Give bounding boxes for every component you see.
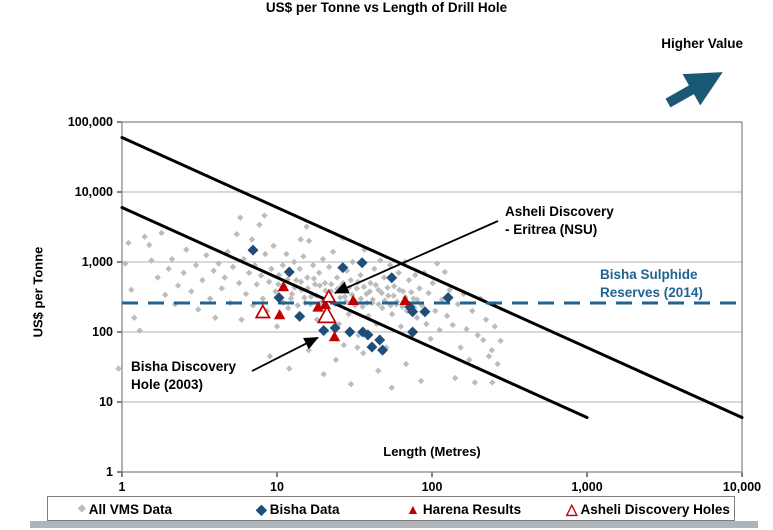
y-tick-label: 100 — [92, 325, 113, 339]
y-tick-label: 100,000 — [68, 115, 113, 129]
chart-title: US$ per Tonne vs Length of Drill Hole — [265, 0, 508, 15]
y-tick-label: 1 — [106, 465, 113, 479]
x-axis-title: Length (Metres) — [383, 444, 481, 459]
x-tick-label: 1,000 — [571, 480, 602, 494]
legend-item-bisha-data: ◆ Bisha Data — [256, 499, 340, 519]
x-tick-label: 100 — [422, 480, 443, 494]
annotation-reserves-line1: Bisha Sulphide — [600, 267, 698, 282]
annotation-reserves-line2: Reserves (2014) — [600, 285, 703, 301]
higher-value-arrow-icon — [665, 72, 723, 108]
open-triangle-icon: △ — [566, 500, 578, 518]
legend-item-all-vms-data: ◆ All VMS Data — [78, 499, 172, 519]
gray-diamond-icon: ◆ — [78, 503, 86, 514]
red-triangle-icon: ▲ — [406, 501, 420, 517]
legend-label: Asheli Discovery Holes — [580, 501, 730, 517]
annotation-asheli-line1: Asheli Discovery — [505, 204, 614, 219]
annotation-asheli-line2: - Eritrea (NSU) — [505, 222, 598, 238]
y-tick-label: 10 — [99, 395, 113, 409]
series-highlight-markers — [247, 244, 454, 356]
legend-item-harena-results: ▲ Harena Results — [406, 499, 521, 519]
annotation-bisha-line2: Hole (2003) — [131, 377, 204, 393]
y-tick-label: 10,000 — [75, 185, 113, 199]
annotation-bisha-line1: Bisha Discovery — [131, 359, 237, 374]
legend-item-asheli-discovery-holes: △ Asheli Discovery Holes — [566, 499, 730, 519]
plot-border — [117, 121, 743, 477]
legend-label: Bisha Data — [269, 501, 340, 517]
higher-value-label: Higher Value — [661, 36, 743, 51]
x-tick-label: 10 — [270, 480, 284, 494]
annotation-arrows — [251, 220, 499, 372]
trend-lines — [120, 136, 744, 420]
series-all-vms-data — [115, 212, 504, 391]
y-axis-title: US$ per Tonne — [30, 246, 46, 338]
annotation-asheli-discovery: Asheli Discovery - Eritrea (NSU) — [505, 203, 614, 239]
annotation-bisha-discovery-hole: Bisha Discovery Hole (2003) — [131, 358, 236, 394]
axis-tick-labels: 1 10 100 1,000 10,000 100,000 1 10 100 1,000 10,00… — [68, 115, 761, 494]
x-tick-label: 10,000 — [723, 480, 761, 494]
x-tick-label: 1 — [119, 480, 126, 494]
blue-diamond-icon: ◆ — [256, 501, 267, 517]
legend-box — [47, 496, 735, 521]
y-tick-label: 1,000 — [82, 255, 113, 269]
bottom-divider-bar — [30, 521, 758, 528]
annotation-bisha-sulphide-reserves: Bisha Sulphide Reserves (2014) — [600, 266, 703, 302]
legend-label: All VMS Data — [88, 501, 172, 517]
legend-label: Harena Results — [422, 501, 522, 517]
